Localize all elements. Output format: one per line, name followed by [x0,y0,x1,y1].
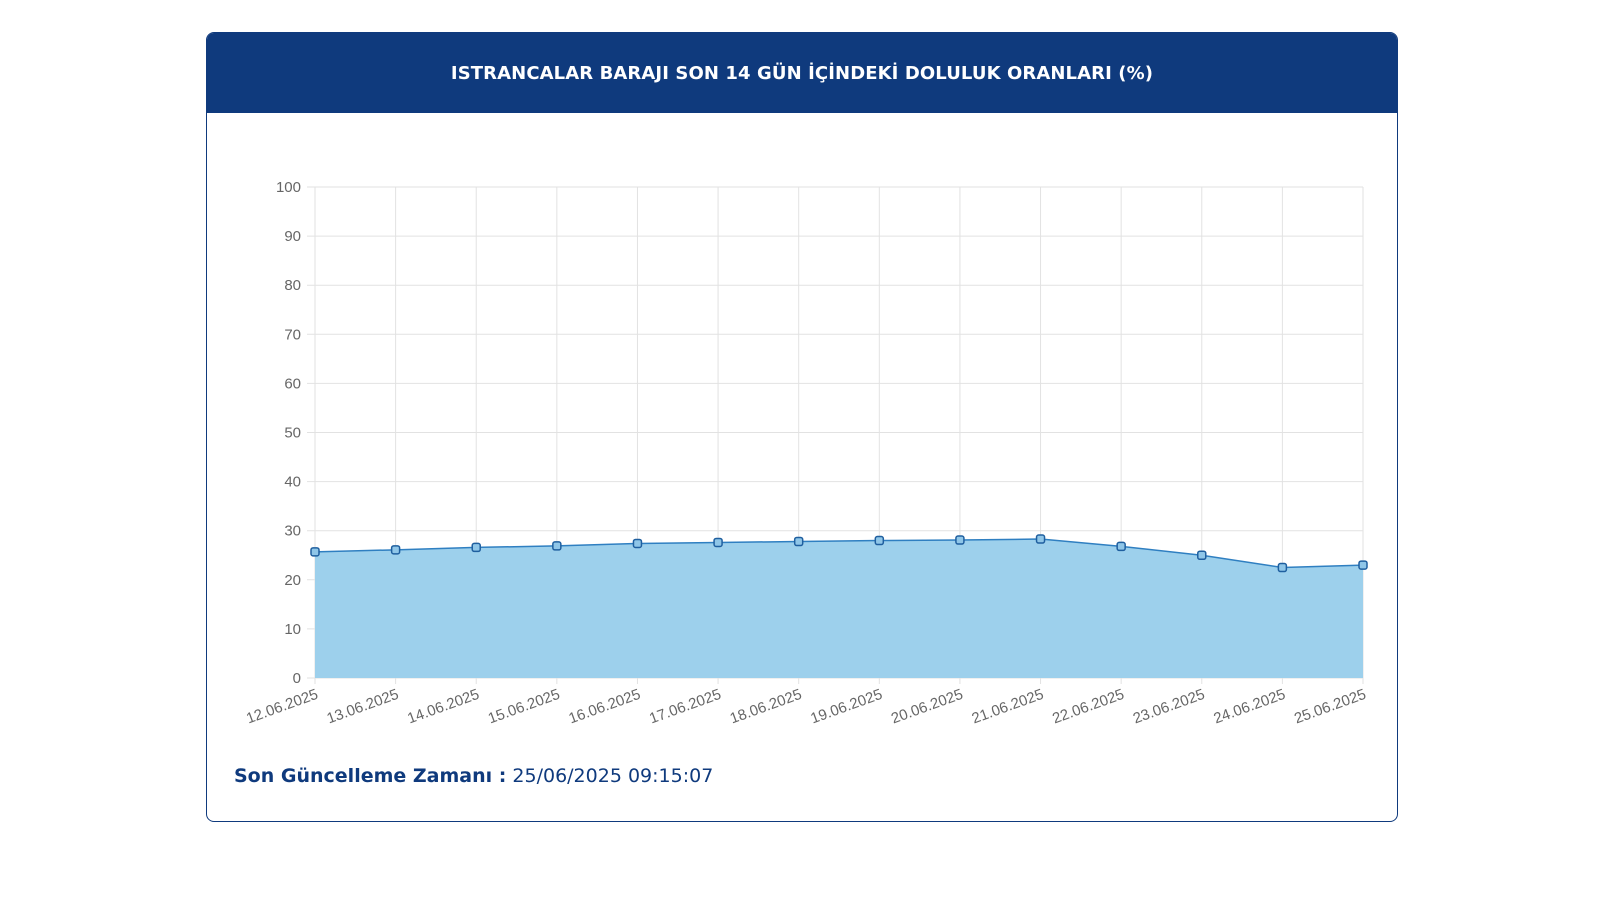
last-update-value: 25/06/2025 09:15:07 [506,765,714,787]
x-tick-label: 12.06.2025 [244,686,320,728]
data-point [1197,550,1207,560]
x-tick-label: 19.06.2025 [808,686,884,728]
series-line [314,538,1364,569]
x-tick-label: 13.06.2025 [325,686,401,728]
chart-title: ISTRANCALAR BARAJI SON 14 GÜN İÇİNDEKİ D… [450,62,1154,84]
data-point [552,541,562,551]
y-tick-label: 100 [276,179,301,196]
last-update: Son Güncelleme Zamanı : 25/06/2025 09:15… [234,765,713,787]
card-header: ISTRANCALAR BARAJI SON 14 GÜN İÇİNDEKİ D… [207,33,1397,113]
x-tick-label: 20.06.2025 [889,686,965,728]
data-point [1116,541,1126,552]
y-tick-label: 90 [284,228,301,245]
data-point [1035,534,1046,544]
y-tick-label: 50 [284,425,301,442]
series-area [315,539,1363,678]
x-tick-label: 21.06.2025 [970,686,1046,728]
y-tick-label: 60 [284,375,301,392]
x-tick-labels: 12.06.2025 13.06.2025 14.06.2025 15.06.2025… [244,686,1368,728]
y-tick-label: 70 [284,326,301,343]
y-tick-label: 10 [284,621,301,638]
x-tick-label: 14.06.2025 [405,686,481,728]
x-tick-label: 15.06.2025 [486,686,562,728]
x-tick-label: 22.06.2025 [1050,686,1126,728]
x-tick-label: 16.06.2025 [566,686,642,728]
y-tick-label: 30 [284,523,301,540]
data-point [1277,562,1288,573]
data-point [955,535,965,545]
x-tick-label: 23.06.2025 [1131,686,1207,728]
points-layer [310,534,1368,573]
y-tick-label: 0 [293,670,301,687]
data-point [1358,560,1368,570]
x-tick-label: 24.06.2025 [1211,686,1287,728]
y-tick-label: 20 [284,572,301,589]
data-point [874,535,885,546]
x-tick-label: 17.06.2025 [647,686,723,728]
data-point [471,542,481,553]
area-layer [314,538,1364,678]
data-point [310,547,320,557]
x-tick-label: 18.06.2025 [728,686,804,728]
chart-svg: 0 10 20 30 40 50 60 70 80 90 100 12.06.2025 13.06.2… [244,179,1368,728]
last-update-label: Son Güncelleme Zamanı : [234,765,507,787]
y-tick-labels: 0 10 20 30 40 50 60 70 80 90 100 [276,179,301,687]
data-point [390,545,401,555]
data-point [632,538,643,549]
data-point [713,537,723,548]
chart-area: 0 10 20 30 40 50 60 70 80 90 100 12.06.2025 13.06.2… [207,113,1397,733]
data-point [793,536,804,547]
y-tick-label: 80 [284,277,301,294]
chart-card: ISTRANCALAR BARAJI SON 14 GÜN İÇİNDEKİ D… [206,32,1398,822]
y-tick-label: 40 [284,474,301,491]
x-tick-label: 25.06.2025 [1292,686,1368,728]
